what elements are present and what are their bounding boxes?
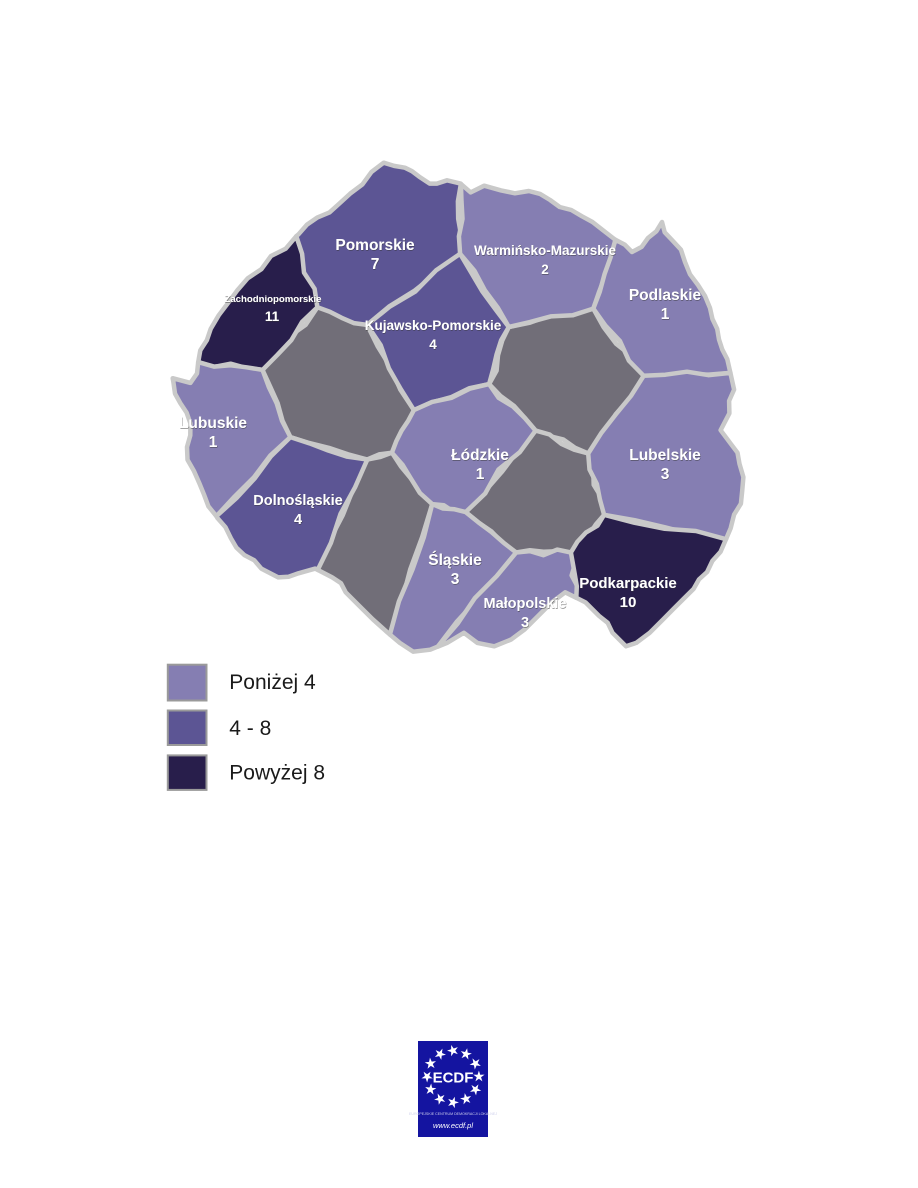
svg-text:Lubelskie: Lubelskie [629, 447, 701, 464]
svg-text:7: 7 [371, 256, 380, 273]
svg-text:4: 4 [429, 337, 437, 352]
svg-text:www.ecdf.pl: www.ecdf.pl [433, 1121, 473, 1130]
svg-text:4: 4 [294, 512, 302, 528]
svg-text:ECDF: ECDF [433, 1070, 474, 1087]
svg-text:1: 1 [661, 306, 670, 323]
svg-text:1: 1 [209, 434, 218, 451]
svg-text:1: 1 [476, 466, 485, 483]
svg-text:EUROPEJSKIE CENTRUM DEMOKRACJI: EUROPEJSKIE CENTRUM DEMOKRACJI LOKALNEJ [409, 1112, 497, 1116]
svg-text:3: 3 [661, 466, 670, 483]
svg-text:2: 2 [541, 262, 549, 277]
svg-text:Dolnośląskie: Dolnośląskie [253, 493, 342, 509]
svg-text:3: 3 [451, 571, 460, 588]
svg-text:Lubuskie: Lubuskie [179, 415, 247, 432]
svg-text:Poniżej 4: Poniżej 4 [229, 671, 316, 694]
svg-text:10: 10 [620, 594, 637, 611]
svg-text:11: 11 [265, 309, 280, 324]
svg-text:Zachodniopomorskie: Zachodniopomorskie [224, 294, 321, 305]
svg-text:Śląskie: Śląskie [428, 551, 482, 569]
svg-text:Łódzkie: Łódzkie [451, 447, 509, 464]
svg-text:Warmińsko-Mazurskie: Warmińsko-Mazurskie [474, 243, 617, 258]
svg-text:3: 3 [521, 615, 529, 631]
svg-text:Podlaskie: Podlaskie [629, 287, 702, 304]
svg-text:4 - 8: 4 - 8 [229, 717, 271, 740]
svg-text:Małopolskie: Małopolskie [484, 596, 567, 612]
svg-text:Pomorskie: Pomorskie [335, 237, 415, 254]
svg-text:Podkarpackie: Podkarpackie [579, 575, 677, 592]
svg-text:Kujawsko-Pomorskie: Kujawsko-Pomorskie [365, 318, 502, 333]
svg-text:Powyżej 8: Powyżej 8 [229, 762, 325, 785]
